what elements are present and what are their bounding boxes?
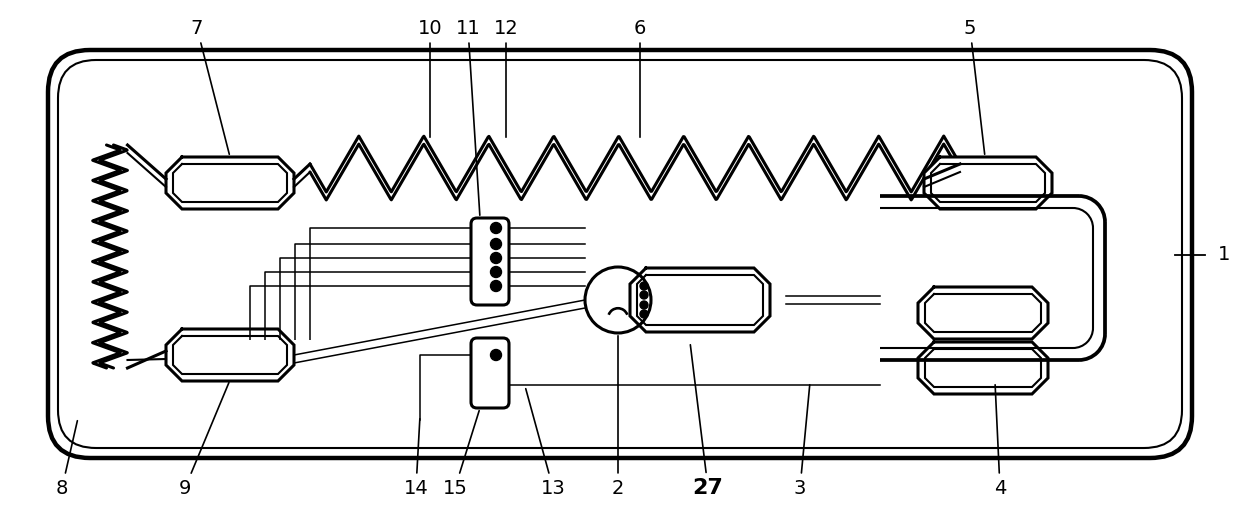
Circle shape (491, 281, 501, 291)
Circle shape (491, 266, 501, 278)
Circle shape (640, 301, 649, 309)
Text: 8: 8 (56, 421, 77, 497)
Text: 9: 9 (179, 383, 229, 497)
Text: 1: 1 (1218, 246, 1230, 265)
Circle shape (640, 291, 649, 299)
Text: 3: 3 (794, 385, 810, 497)
Text: 2: 2 (611, 336, 624, 497)
FancyBboxPatch shape (471, 218, 508, 305)
Text: 4: 4 (993, 385, 1006, 497)
FancyBboxPatch shape (48, 50, 1192, 458)
Circle shape (640, 282, 649, 290)
Circle shape (608, 308, 627, 328)
Polygon shape (918, 342, 1048, 394)
Text: 6: 6 (634, 19, 646, 137)
Circle shape (491, 238, 501, 249)
FancyBboxPatch shape (471, 338, 508, 408)
Text: 14: 14 (404, 419, 428, 497)
Text: 10: 10 (418, 19, 443, 137)
Polygon shape (166, 157, 294, 209)
Polygon shape (630, 268, 770, 332)
Text: 13: 13 (526, 389, 565, 497)
Text: 5: 5 (963, 19, 985, 154)
Circle shape (491, 252, 501, 264)
Polygon shape (166, 329, 294, 381)
Text: 27: 27 (691, 345, 723, 498)
Polygon shape (918, 287, 1048, 339)
Circle shape (491, 350, 501, 360)
Circle shape (640, 310, 649, 318)
Polygon shape (924, 157, 1052, 209)
Text: 11: 11 (455, 19, 480, 215)
Circle shape (491, 222, 501, 233)
Text: 15: 15 (443, 410, 479, 497)
Text: 12: 12 (494, 19, 518, 137)
Text: 7: 7 (191, 19, 229, 154)
